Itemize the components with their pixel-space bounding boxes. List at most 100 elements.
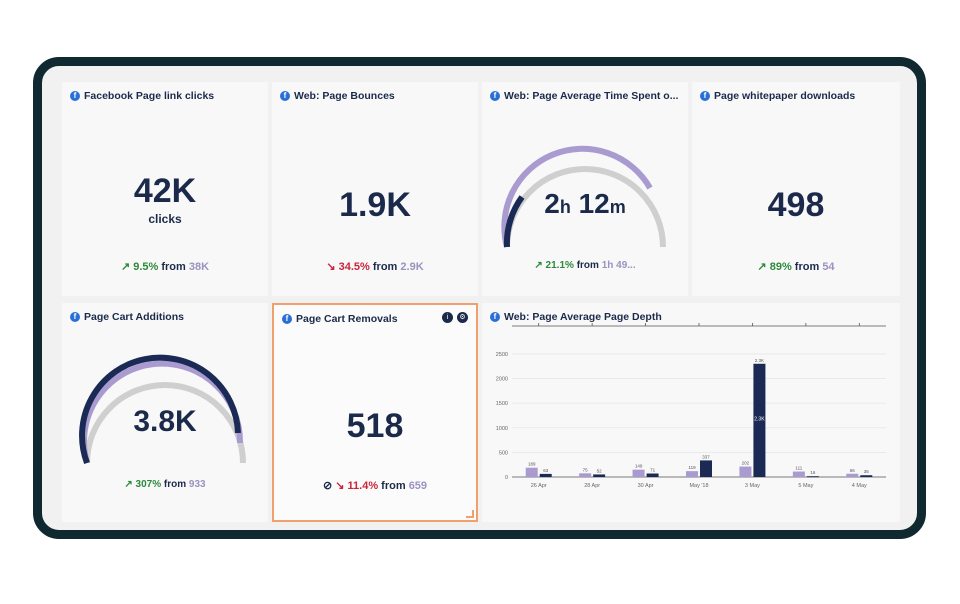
delta-previous: 38K: [188, 261, 210, 273]
kpi-delta: ↗ 307% from 933: [62, 479, 268, 490]
card-whitepaper-downloads[interactable]: f Page whitepaper downloads 498 ↗ 89% fr…: [692, 82, 900, 296]
kpi-delta: ↘ 34.5% from 2.9K: [272, 260, 478, 273]
kpi-delta: ↗ 21.1% from 1h 49...: [482, 260, 688, 271]
x-tick-label: 4 May: [852, 483, 867, 489]
bar-value-label: 16: [810, 470, 816, 475]
bar-value-label: 63: [543, 468, 549, 473]
trend-up-icon: ↗: [120, 261, 131, 273]
facebook-icon: f: [70, 312, 80, 322]
bar-value-label: 52: [597, 468, 603, 473]
delta-from: from: [794, 261, 820, 273]
card-cart-additions[interactable]: f Page Cart Additions 3.8K ↗ 307% from 9…: [62, 303, 268, 522]
alert-icon: ⊘: [322, 480, 333, 492]
dashboard-frame: f Facebook Page link clicks 42K clicks ↗…: [33, 57, 926, 539]
top-tick-label: 26 Apr: [798, 323, 814, 324]
delta-from: from: [372, 261, 398, 273]
bar-chart: 21 Apr 23 Apr 25 Apr 26 Apr 31 Apr 26 Apr 27 A…: [496, 323, 886, 489]
kpi-hours: 2: [544, 188, 560, 219]
card-actions: i ⚙: [442, 312, 468, 323]
card-facebook-link-clicks[interactable]: f Facebook Page link clicks 42K clicks ↗…: [62, 82, 268, 296]
bar: [579, 473, 592, 477]
delta-from: from: [576, 260, 599, 271]
bar: [739, 466, 752, 477]
card-title-text: Web: Page Average Page Depth: [504, 311, 662, 323]
bar-value-label: 111: [795, 466, 802, 471]
kpi-value: 3.8K: [133, 405, 197, 438]
card-title: f Web: Page Average Page Depth: [490, 311, 662, 323]
x-tick-label: 3 May: [745, 483, 760, 489]
kpi-delta: ↗ 9.5% from 38K: [62, 260, 268, 273]
card-average-page-depth[interactable]: f Web: Page Average Page Depth 21 Apr 23 …: [482, 303, 900, 522]
delta-previous: 1h 49...: [601, 260, 636, 271]
facebook-icon: f: [282, 314, 292, 324]
bar: [700, 460, 712, 477]
delta-previous: 2.9K: [400, 261, 424, 273]
trend-up-icon: ↗: [534, 260, 543, 271]
kpi-minutes: 12: [578, 188, 610, 219]
kpi-delta: ↗ 89% from 54: [692, 260, 900, 273]
delta-from: from: [381, 480, 406, 492]
delta-percent: 307%: [135, 479, 162, 490]
bar-value-label: 119: [688, 465, 696, 470]
top-tick-label: 31 Apr: [744, 323, 760, 324]
card-title-text: Page Cart Additions: [84, 311, 184, 323]
delta-from: from: [163, 479, 187, 490]
facebook-icon: f: [70, 91, 80, 101]
bar-value-label: 202: [742, 461, 750, 466]
delta-from: from: [161, 261, 186, 273]
top-tick-label: 21 Apr: [531, 323, 547, 324]
delta-previous: 54: [822, 261, 835, 273]
bar: [539, 473, 552, 477]
card-cart-removals[interactable]: f Page Cart Removals i ⚙ 518 ⊘ ↘ 11.4% f…: [272, 303, 478, 522]
bar-value-label: 337: [702, 454, 710, 459]
gauge-fill-dark: [79, 354, 241, 465]
x-tick-label: 5 May: [798, 483, 813, 489]
card-title: f Web: Page Average Time Spent o...: [490, 90, 678, 102]
resize-handle[interactable]: [466, 510, 474, 518]
card-title: f Web: Page Bounces: [280, 90, 395, 102]
bar-value-label: 189: [528, 462, 536, 467]
top-tick-label: 26 Apr: [691, 323, 707, 324]
card-title: f Page Cart Removals: [282, 313, 398, 325]
card-title: f Page whitepaper downloads: [700, 90, 855, 102]
kpi-value: 2h 12m: [482, 188, 688, 220]
facebook-icon: f: [700, 91, 710, 101]
bar-inner-label: 2.3K: [754, 416, 765, 422]
gauge-fill-light: [501, 145, 653, 248]
x-tick-label: 28 Apr: [584, 483, 600, 489]
card-page-bounces[interactable]: f Web: Page Bounces 1.9K ↘ 34.5% from 2.…: [272, 82, 478, 296]
bar-value-label: 36: [864, 469, 870, 474]
card-title-text: Page Cart Removals: [296, 313, 398, 325]
card-title-text: Web: Page Average Time Spent o...: [504, 90, 679, 102]
card-title-text: Web: Page Bounces: [294, 90, 395, 102]
card-average-time-spent[interactable]: f Web: Page Average Time Spent o... 2h 1…: [482, 82, 688, 296]
trend-down-icon: ↘: [326, 261, 336, 273]
card-title-text: Facebook Page link clicks: [84, 90, 215, 102]
gear-icon[interactable]: ⚙: [457, 312, 468, 323]
kpi-value: 42K: [133, 172, 197, 210]
y-tick-label: 0: [505, 475, 508, 481]
gauge: [501, 145, 666, 248]
trend-up-icon: ↗: [757, 261, 767, 273]
x-tick-label: 26 Apr: [531, 483, 547, 489]
facebook-icon: f: [490, 312, 500, 322]
bar-value-label: 149: [635, 464, 643, 469]
card-title-text: Page whitepaper downloads: [714, 90, 856, 102]
bar: [525, 467, 538, 477]
trend-up-icon: ↗: [124, 479, 133, 490]
bar: [846, 473, 859, 477]
info-icon[interactable]: i: [442, 312, 453, 323]
gauge: [79, 354, 246, 465]
x-tick-label: May '18: [689, 483, 708, 489]
kpi-minutes-unit: m: [609, 197, 626, 217]
kpi-value: 518: [346, 407, 404, 445]
top-tick-label: 27 Apr: [851, 323, 867, 324]
kpi-value: 1.9K: [339, 186, 411, 224]
y-tick-label: 1000: [496, 426, 508, 432]
delta-previous: 659: [408, 480, 428, 492]
kpi-delta: ⊘ ↘ 11.4% from 659: [274, 479, 476, 492]
bar-value-label: 75: [583, 467, 589, 472]
trend-down-icon: ↘: [335, 480, 345, 492]
y-tick-label: 2500: [496, 352, 508, 358]
bar: [806, 476, 819, 478]
